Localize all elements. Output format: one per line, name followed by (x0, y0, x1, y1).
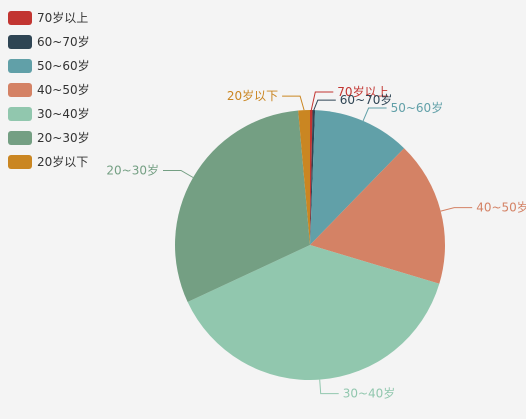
slice-leader-line-2 (362, 107, 387, 122)
legend-swatch (8, 155, 32, 169)
pie-slice-0[interactable] (310, 109, 313, 245)
slice-leader-line-0 (310, 91, 334, 111)
slice-label-4: 30~40岁 (343, 386, 396, 401)
pie-slice-1[interactable] (310, 110, 316, 246)
pie-slices (175, 109, 445, 380)
legend-label: 50~60岁 (37, 58, 90, 73)
slice-leader-line-1 (313, 99, 336, 111)
pie-slice-2[interactable] (310, 110, 405, 245)
slice-leader-line-3 (440, 207, 473, 212)
legend-swatch (8, 59, 32, 73)
pie-slice-3[interactable] (310, 148, 445, 284)
legend-item-0[interactable]: 70岁以上 (8, 10, 88, 25)
pie-slice-6[interactable] (298, 110, 310, 245)
slice-leader-line-5 (163, 170, 194, 178)
legend-item-6[interactable]: 20岁以下 (8, 154, 88, 169)
legend-swatch (8, 11, 32, 25)
slice-leader-line-4 (319, 379, 339, 395)
slice-label-3: 40~50岁 (476, 200, 526, 215)
legend-swatch (8, 107, 32, 121)
legend-label: 60~70岁 (37, 34, 90, 49)
legend-label: 20~30岁 (37, 130, 90, 145)
slice-label-5: 20~30岁 (106, 163, 159, 178)
legend-item-2[interactable]: 50~60岁 (8, 58, 90, 73)
slice-label-6: 20岁以下 (227, 88, 278, 103)
legend-swatch (8, 35, 32, 49)
legend-swatch (8, 131, 32, 145)
pie-slice-5[interactable] (175, 110, 310, 302)
legend-item-5[interactable]: 20~30岁 (8, 130, 90, 145)
pie-slice-4[interactable] (187, 245, 440, 380)
slice-label-2: 50~60岁 (391, 100, 444, 115)
legend-label: 70岁以上 (37, 10, 88, 25)
slice-label-0: 70岁以上 (337, 84, 388, 99)
legend-label: 40~50岁 (37, 82, 90, 97)
legend-item-4[interactable]: 30~40岁 (8, 106, 90, 121)
legend-item-1[interactable]: 60~70岁 (8, 34, 90, 49)
slice-label-1: 60~70岁 (340, 92, 393, 107)
legend-item-3[interactable]: 40~50岁 (8, 82, 90, 97)
legend: 70岁以上 60~70岁 50~60岁 40~50岁 30~40岁 20~30岁 20岁以下 (8, 10, 90, 169)
legend-label: 30~40岁 (37, 106, 90, 121)
legend-label: 20岁以下 (37, 154, 88, 169)
slice-leader-line-6 (282, 95, 305, 111)
legend-swatch (8, 83, 32, 97)
